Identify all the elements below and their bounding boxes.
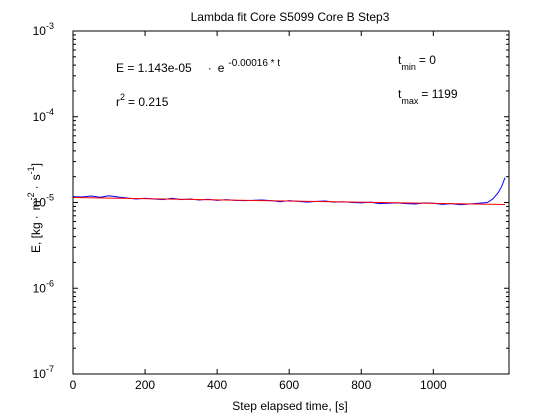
equation-lhs: E = 1.143e-05 <box>116 61 192 75</box>
plot-area <box>73 31 509 374</box>
tmax-value: = 1199 <box>421 87 457 101</box>
t-min: tmin = 0 <box>398 53 436 72</box>
y-tick-label-1: 10-6 <box>33 278 54 295</box>
tmin-t: t <box>398 53 402 67</box>
y-tick-label-4: 10-3 <box>33 21 54 38</box>
fit-equation: E = 1.143e-05 · e -0.00016 * t <box>116 58 280 75</box>
x-tick-label-1: 200 <box>135 378 155 392</box>
x-tick-label-5: 1000 <box>420 378 447 392</box>
y-label-dot1: · <box>29 215 43 219</box>
x-tick-label-3: 600 <box>279 378 299 392</box>
y-label-m: m <box>29 200 43 210</box>
tmin-sub: min <box>401 62 416 72</box>
tmin-value: = 0 <box>419 53 436 67</box>
y-axis-label: E, [kg · m-2 · s-1] <box>26 163 43 253</box>
y-label-exp1: -2 <box>26 192 36 200</box>
equation-exponent: -0.00016 * t <box>228 58 280 69</box>
y-label-close: ] <box>29 163 43 166</box>
y-tick-label-3: 10-4 <box>33 107 54 124</box>
y-label-dot2: · <box>29 185 43 189</box>
y-label-exp2: -1 <box>26 166 36 174</box>
r-squared: r2 = 0.215 <box>116 92 169 109</box>
y-tick-label-2: 10-5 <box>33 193 54 210</box>
x-tick-label-0: 0 <box>70 378 77 392</box>
x-tick-label-2: 400 <box>207 378 227 392</box>
x-axis-label: Step elapsed time, [s] <box>232 399 347 413</box>
tick-layer: 0 200 400 600 800 1000 10-7 10-6 10-5 10-4 10-3 <box>33 21 509 392</box>
r2-exponent: 2 <box>120 92 125 102</box>
equation-e: e <box>218 61 225 75</box>
tmax-sub: max <box>401 96 419 106</box>
y-label-s: s <box>29 174 43 180</box>
y-label-main: E, [kg <box>29 222 43 253</box>
chart-title: Lambda fit Core S5099 Core B Step3 <box>191 10 390 24</box>
tmax-t: t <box>398 87 402 101</box>
equation-dot: · <box>208 61 212 75</box>
y-tick-label-0: 10-7 <box>33 364 54 381</box>
t-max: tmax = 1199 <box>398 87 458 106</box>
x-tick-label-4: 800 <box>351 378 371 392</box>
series-layer <box>72 177 506 206</box>
fit-line <box>72 197 506 206</box>
r2-value: = 0.215 <box>128 95 169 109</box>
r2-label: r <box>116 95 120 109</box>
